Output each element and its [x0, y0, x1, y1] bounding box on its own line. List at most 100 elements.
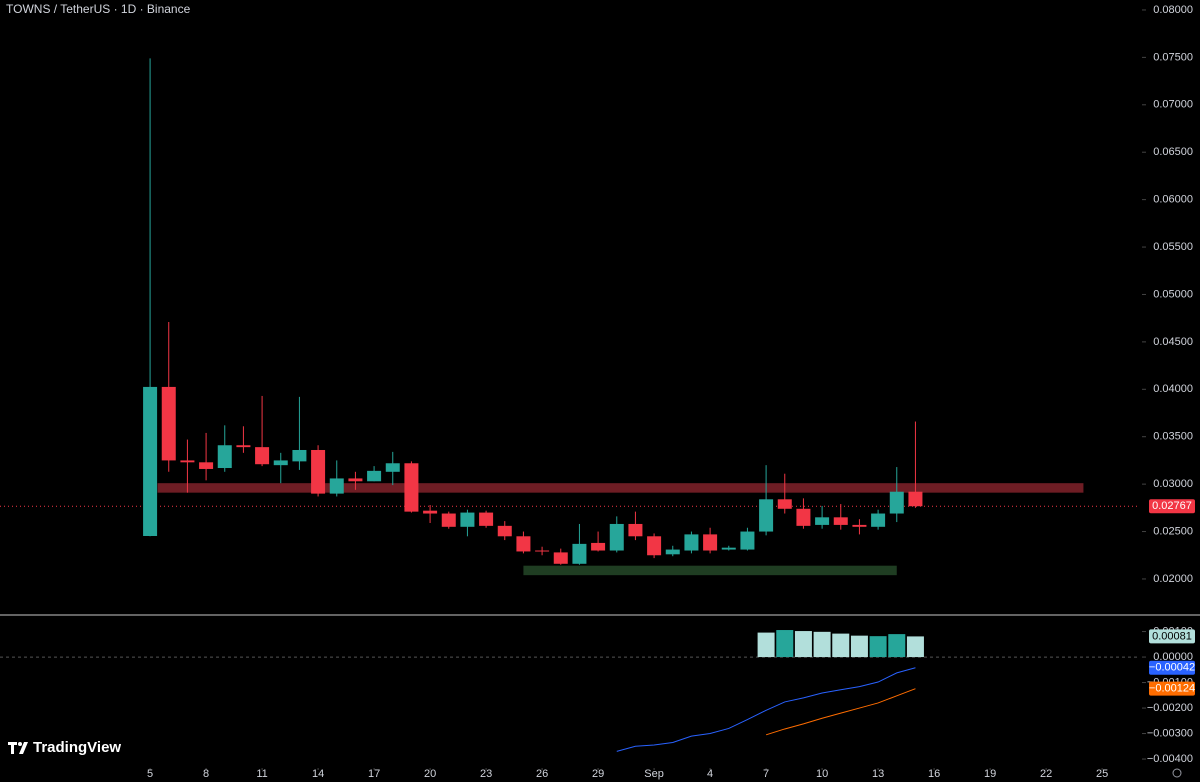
- candle-body: [759, 499, 774, 532]
- price-badge-label: −0.00042: [1149, 662, 1195, 674]
- y-tick-label: 0.07500: [1153, 51, 1193, 63]
- candle-body: [255, 447, 270, 465]
- candle-body: [796, 508, 811, 526]
- logo: [8, 742, 28, 754]
- x-tick-label: 7: [763, 768, 769, 780]
- candle-body: [292, 449, 307, 462]
- price-badge: [1149, 629, 1195, 644]
- candle-body: [423, 510, 438, 514]
- candle-body: [889, 491, 904, 514]
- y-tick-label: 0.05500: [1153, 241, 1193, 253]
- x-tick-label: 5: [147, 768, 153, 780]
- histogram-bar: [888, 634, 906, 658]
- candle-body: [852, 524, 867, 527]
- x-tick-label: 8: [203, 768, 209, 780]
- candle-body: [572, 543, 587, 564]
- y-tick-label: 0.03000: [1153, 478, 1193, 490]
- price-badge: [1149, 681, 1195, 696]
- x-tick-label: 23: [480, 768, 492, 780]
- x-tick-label: 25: [1096, 768, 1108, 780]
- y-tick-label: 0.08000: [1153, 4, 1193, 16]
- y-tick-label: 0.04000: [1153, 383, 1193, 395]
- histogram-bar: [850, 635, 868, 658]
- histogram-bar: [794, 631, 812, 658]
- zone: [523, 565, 897, 576]
- histogram-bar: [757, 632, 775, 658]
- price-badge-label: −0.00124: [1149, 683, 1195, 695]
- x-tick-label: 13: [872, 768, 884, 780]
- indicator-line: [765, 688, 916, 736]
- candle-body: [871, 513, 886, 527]
- candle-body: [665, 549, 680, 555]
- candle-body: [535, 550, 550, 552]
- x-tick-label: 17: [368, 768, 380, 780]
- x-tick-label: 4: [707, 768, 713, 780]
- y-tick-label: 0.02500: [1153, 525, 1193, 537]
- price-badge-label: 0.00081: [1152, 630, 1192, 642]
- candle-body: [740, 531, 755, 550]
- candle-body: [273, 460, 288, 466]
- candle-body: [385, 463, 400, 472]
- candle-body: [441, 513, 456, 527]
- settings-icon[interactable]: [1172, 768, 1182, 778]
- candle-body: [591, 542, 606, 551]
- candle-body: [721, 547, 736, 550]
- x-tick-label: 10: [816, 768, 828, 780]
- price-badge: [1149, 499, 1195, 514]
- watermark: TradingView: [33, 739, 121, 756]
- candle-body: [628, 523, 643, 537]
- candle-body: [684, 534, 699, 551]
- candle-body: [348, 478, 363, 482]
- x-tick-label: 16: [928, 768, 940, 780]
- y-tick-label: −0.00200: [1147, 702, 1193, 714]
- candle-body: [815, 517, 830, 525]
- candle-body: [908, 491, 923, 507]
- price-badge: [1149, 660, 1195, 675]
- candle-body: [777, 499, 792, 509]
- histogram-bar: [832, 633, 850, 658]
- candle-body: [647, 536, 662, 556]
- candle-body: [143, 386, 158, 537]
- x-tick-label: 20: [424, 768, 436, 780]
- x-tick-label: 29: [592, 768, 604, 780]
- y-tick-label: 0.04500: [1153, 336, 1193, 348]
- histogram-bar: [776, 630, 794, 658]
- candle-body: [217, 445, 232, 469]
- candle-body: [497, 525, 512, 537]
- candle-body: [479, 512, 494, 526]
- candle-body: [180, 460, 195, 463]
- y-tick-label: −0.00300: [1147, 727, 1193, 739]
- x-tick-label: 11: [256, 768, 267, 780]
- indicator-line: [616, 667, 916, 752]
- x-tick-label: 19: [984, 768, 996, 780]
- candle-body: [703, 534, 718, 551]
- y-tick-label: 0.07000: [1153, 99, 1193, 111]
- histogram-bar: [813, 631, 831, 658]
- y-tick-label: 0.05000: [1153, 288, 1193, 300]
- candle-body: [609, 523, 624, 551]
- y-tick-label: 0.02000: [1153, 573, 1193, 585]
- histogram-bar: [869, 636, 887, 658]
- x-tick-label: 22: [1040, 768, 1052, 780]
- x-tick-label: 26: [536, 768, 548, 780]
- y-tick-label: 0.03500: [1153, 431, 1193, 443]
- histogram-bar: [906, 636, 924, 658]
- y-tick-label: −0.00400: [1147, 753, 1193, 765]
- logo-dot: [18, 742, 22, 746]
- zone: [157, 483, 1084, 493]
- candle-body: [553, 552, 568, 564]
- candle-body: [460, 512, 475, 527]
- candle-body: [833, 517, 848, 525]
- candle-body: [236, 445, 251, 448]
- candle-body: [311, 449, 326, 494]
- candle-body: [404, 463, 419, 512]
- logo-icon: [8, 742, 28, 754]
- chart-title: TOWNS / TetherUS · 1D · Binance: [6, 2, 191, 16]
- y-tick-label: 0.06500: [1153, 146, 1193, 158]
- candle-body: [199, 462, 214, 469]
- x-tick-label: Sep: [644, 768, 664, 780]
- candle-body: [161, 386, 176, 461]
